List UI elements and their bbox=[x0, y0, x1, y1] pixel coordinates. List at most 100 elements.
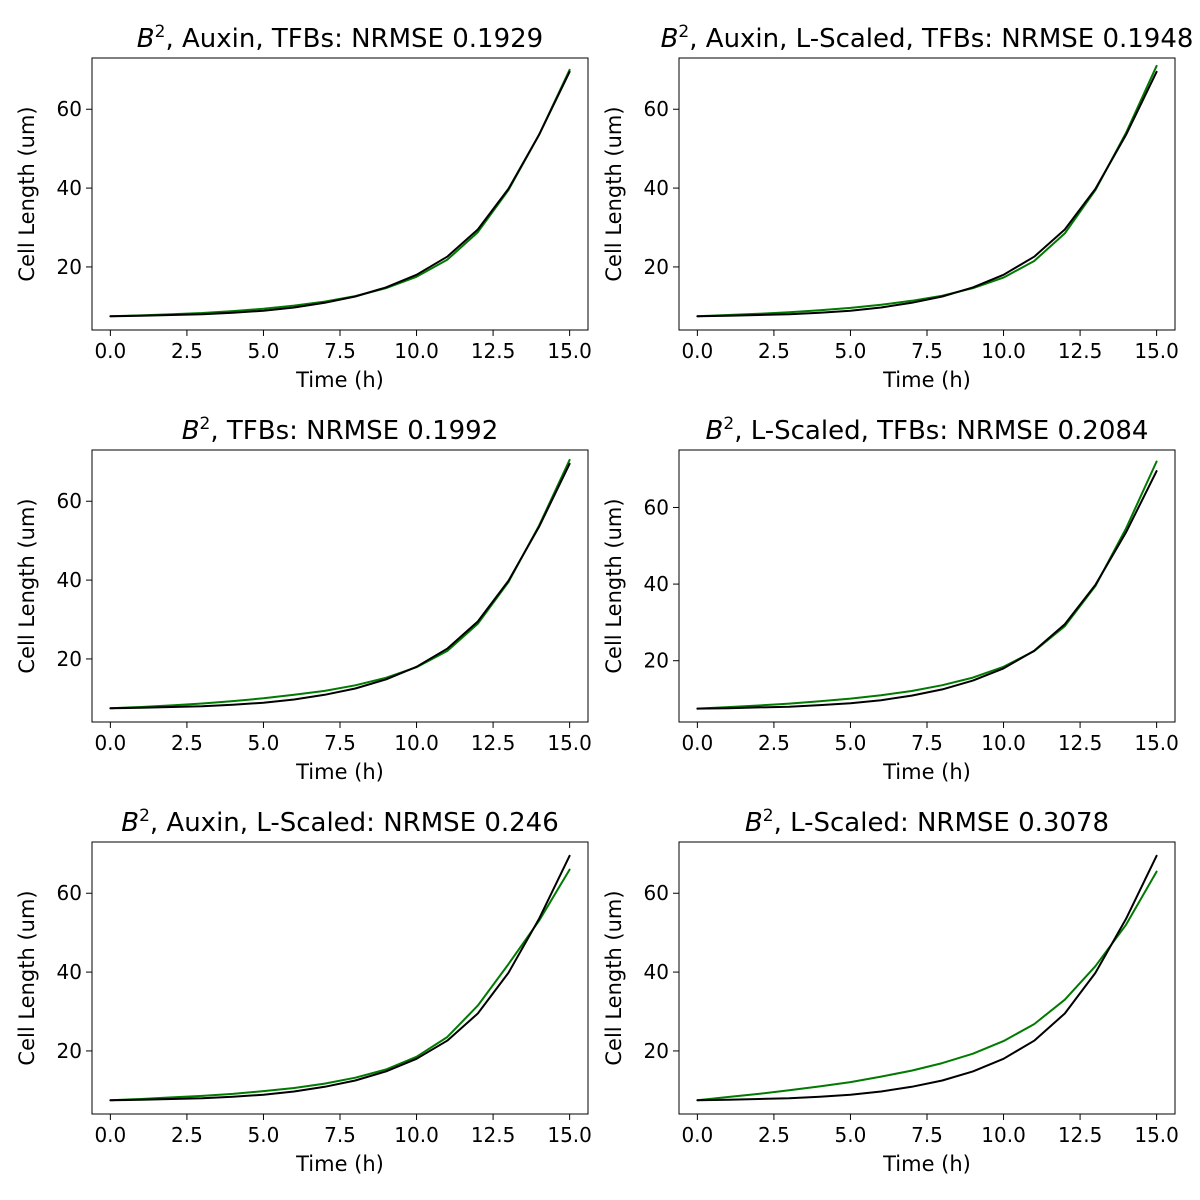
x-axis-label: Time (h) bbox=[882, 760, 971, 784]
x-axis-label: Time (h) bbox=[295, 368, 384, 392]
x-tick-label: 15.0 bbox=[547, 339, 592, 363]
x-tick-label: 5.0 bbox=[835, 1123, 867, 1147]
x-tick-label: 12.5 bbox=[471, 1123, 516, 1147]
x-tick-label: 0.0 bbox=[681, 731, 713, 755]
y-tick-label: 20 bbox=[57, 255, 82, 279]
x-tick-label: 15.0 bbox=[547, 731, 592, 755]
axes-frame bbox=[91, 841, 589, 1115]
model-series-line bbox=[109, 458, 571, 710]
y-tick-label: 40 bbox=[57, 568, 82, 592]
title-symbol: B bbox=[706, 416, 724, 446]
y-axis-label: Cell Length (um) bbox=[602, 498, 626, 673]
y-tick-label: 40 bbox=[57, 960, 82, 984]
x-tick-label: 5.0 bbox=[835, 731, 867, 755]
y-tick-label: 60 bbox=[644, 495, 669, 519]
title-text: , Auxin, L-Scaled: NRMSE 0.246 bbox=[150, 808, 559, 838]
y-tick-label: 40 bbox=[644, 960, 669, 984]
title-superscript: 2 bbox=[155, 22, 166, 42]
x-tick-label: 15.0 bbox=[547, 1123, 592, 1147]
title-symbol: B bbox=[745, 808, 763, 838]
x-tick-label: 2.5 bbox=[758, 339, 790, 363]
x-tick-label: 2.5 bbox=[758, 731, 790, 755]
axes-frame bbox=[91, 57, 589, 331]
title-symbol: B bbox=[137, 24, 155, 54]
y-axis-label: Cell Length (um) bbox=[15, 890, 39, 1065]
title-text: , TFBs: NRMSE 0.1992 bbox=[210, 416, 498, 446]
x-tick-label: 0.0 bbox=[94, 339, 126, 363]
y-tick-label: 20 bbox=[644, 1039, 669, 1063]
title-superscript: 2 bbox=[678, 22, 689, 42]
y-axis-label: Cell Length (um) bbox=[602, 106, 626, 281]
data-series-line bbox=[696, 470, 1158, 710]
x-tick-label: 10.0 bbox=[981, 1123, 1026, 1147]
x-tick-label: 15.0 bbox=[1134, 731, 1179, 755]
x-axis-label: Time (h) bbox=[295, 1152, 384, 1176]
x-tick-label: 5.0 bbox=[248, 731, 280, 755]
y-tick-label: 40 bbox=[57, 176, 82, 200]
model-series-line bbox=[109, 68, 571, 318]
x-tick-label: 10.0 bbox=[394, 731, 439, 755]
x-tick-label: 10.0 bbox=[981, 339, 1026, 363]
x-tick-label: 7.5 bbox=[324, 339, 356, 363]
chart-title: B2, L-Scaled: NRMSE 0.3078 bbox=[745, 806, 1109, 838]
chart-title: B2, L-Scaled, TFBs: NRMSE 0.2084 bbox=[706, 414, 1149, 446]
chart-title: B2, Auxin, L-Scaled: NRMSE 0.246 bbox=[121, 806, 559, 838]
data-series-line bbox=[696, 854, 1158, 1102]
chart-panel-1: 0.0 2.5 5.0 7.5 10.0 12.5 15.0 20 40 60 Time (h) Ce… bbox=[15, 22, 592, 392]
y-axis-label: Cell Length (um) bbox=[15, 106, 39, 281]
title-text: , Auxin, L-Scaled, TFBs: NRMSE 0.1948 bbox=[689, 24, 1193, 54]
y-tick-label: 20 bbox=[644, 649, 669, 673]
x-tick-label: 7.5 bbox=[911, 339, 943, 363]
x-axis-label: Time (h) bbox=[882, 368, 971, 392]
x-tick-label: 12.5 bbox=[1058, 731, 1103, 755]
x-tick-label: 0.0 bbox=[94, 731, 126, 755]
y-tick-label: 40 bbox=[644, 572, 669, 596]
x-tick-label: 0.0 bbox=[681, 1123, 713, 1147]
axes-frame bbox=[678, 57, 1176, 331]
x-tick-label: 7.5 bbox=[324, 731, 356, 755]
title-symbol: B bbox=[121, 808, 139, 838]
y-tick-label: 60 bbox=[57, 97, 82, 121]
data-series-line bbox=[109, 70, 571, 318]
chart-panel-5: 0.0 2.5 5.0 7.5 10.0 12.5 15.0 20 40 60 Time (h) Ce… bbox=[15, 806, 592, 1176]
x-tick-label: 2.5 bbox=[171, 731, 203, 755]
data-series-line bbox=[109, 854, 571, 1102]
y-axis-label: Cell Length (um) bbox=[15, 498, 39, 673]
x-tick-label: 12.5 bbox=[1058, 339, 1103, 363]
y-tick-label: 20 bbox=[57, 1039, 82, 1063]
chart-title: B2, TFBs: NRMSE 0.1992 bbox=[182, 414, 499, 446]
model-series-line bbox=[696, 64, 1158, 318]
axes-frame bbox=[91, 449, 589, 723]
x-tick-label: 10.0 bbox=[394, 339, 439, 363]
x-axis-label: Time (h) bbox=[295, 760, 384, 784]
model-series-line bbox=[696, 460, 1158, 710]
title-superscript: 2 bbox=[139, 806, 150, 826]
x-axis-label: Time (h) bbox=[882, 1152, 971, 1176]
chart-title: B2, Auxin, L-Scaled, TFBs: NRMSE 0.1948 bbox=[661, 22, 1194, 54]
x-tick-label: 10.0 bbox=[394, 1123, 439, 1147]
x-tick-label: 12.5 bbox=[1058, 1123, 1103, 1147]
y-tick-label: 60 bbox=[57, 881, 82, 905]
title-text: , L-Scaled, TFBs: NRMSE 0.2084 bbox=[734, 416, 1148, 446]
x-tick-label: 2.5 bbox=[171, 339, 203, 363]
y-tick-label: 60 bbox=[644, 881, 669, 905]
x-tick-label: 7.5 bbox=[324, 1123, 356, 1147]
chart-panel-4: 0.0 2.5 5.0 7.5 10.0 12.5 15.0 20 40 60 Time (h) Ce… bbox=[602, 414, 1179, 784]
title-symbol: B bbox=[661, 24, 679, 54]
chart-title: B2, Auxin, TFBs: NRMSE 0.1929 bbox=[137, 22, 543, 54]
x-tick-label: 12.5 bbox=[471, 731, 516, 755]
x-tick-label: 5.0 bbox=[248, 1123, 280, 1147]
data-series-line bbox=[109, 462, 571, 710]
axes-frame bbox=[678, 449, 1176, 723]
axes-frame bbox=[678, 841, 1176, 1115]
data-series-line bbox=[696, 70, 1158, 318]
x-tick-label: 15.0 bbox=[1134, 1123, 1179, 1147]
x-tick-label: 5.0 bbox=[248, 339, 280, 363]
title-symbol: B bbox=[182, 416, 200, 446]
x-tick-label: 15.0 bbox=[1134, 339, 1179, 363]
y-axis-label: Cell Length (um) bbox=[602, 890, 626, 1065]
title-superscript: 2 bbox=[723, 414, 734, 434]
title-text: , Auxin, TFBs: NRMSE 0.1929 bbox=[165, 24, 543, 54]
y-tick-label: 60 bbox=[644, 97, 669, 121]
